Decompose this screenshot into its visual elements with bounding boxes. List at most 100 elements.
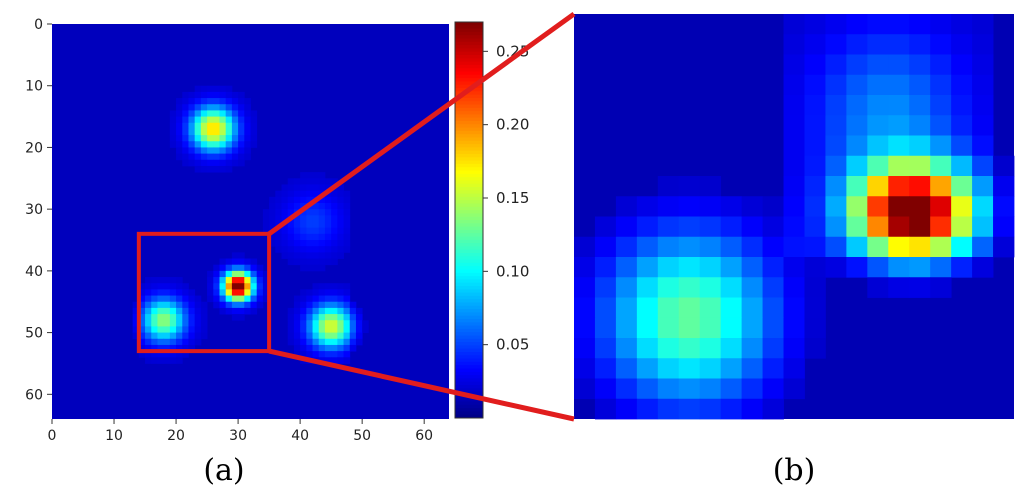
- heatmap-cell: [783, 236, 805, 258]
- heatmap-cell: [169, 116, 177, 124]
- heatmap-cell: [867, 236, 889, 258]
- heatmap-cell: [300, 221, 307, 229]
- heatmap-cell: [324, 209, 332, 216]
- heatmap-cell: [281, 202, 289, 210]
- heatmap-cell: [213, 153, 220, 161]
- heatmap-cell: [293, 215, 301, 222]
- highlight-box: [136, 231, 272, 354]
- heatmap-cell: [318, 344, 326, 352]
- heatmap-cell: [331, 209, 338, 216]
- colorbar-segment: [455, 81, 483, 86]
- heatmap-cell: [909, 216, 931, 238]
- heatmap-cell: [256, 295, 264, 303]
- colorbar-segment: [455, 187, 483, 191]
- colorbar-segment: [455, 84, 483, 89]
- heatmap-cell: [250, 277, 258, 284]
- heatmap-cell: [188, 301, 196, 309]
- heatmap-cell: [846, 155, 868, 177]
- colorbar-segment: [455, 229, 483, 234]
- heatmap-cell: [169, 344, 177, 352]
- colorbar-segment: [455, 213, 483, 218]
- colorbar-segment: [455, 170, 483, 175]
- colorbar-segment: [455, 28, 483, 33]
- heatmap-cell: [306, 172, 313, 179]
- heatmap-cell: [678, 196, 701, 217]
- heatmap-cell: [238, 104, 245, 111]
- heatmap-cell: [225, 277, 233, 284]
- heatmap-cell: [888, 176, 910, 197]
- heatmap-cell: [231, 264, 239, 272]
- heatmap-cell: [720, 378, 743, 400]
- heatmap-cell: [783, 297, 805, 319]
- heatmap-cell: [324, 326, 332, 333]
- heatmap-cell: [699, 358, 722, 379]
- colorbar-segment: [455, 114, 483, 119]
- heatmap-cell: [269, 202, 276, 210]
- heatmap-cell: [825, 74, 847, 96]
- heatmap-cell: [213, 135, 220, 142]
- heatmap-cell: [657, 338, 680, 359]
- heatmap-cell: [207, 104, 214, 111]
- heatmap-cell: [157, 338, 165, 346]
- heatmap-cell: [825, 176, 847, 197]
- heatmap-cell: [318, 301, 326, 309]
- y-tick-label: 50: [25, 326, 43, 342]
- heatmap-cell: [213, 141, 220, 148]
- heatmap-cell: [225, 295, 233, 303]
- colorbar-segment: [455, 342, 483, 346]
- heatmap-cell: [151, 344, 158, 352]
- heatmap-cell: [888, 257, 910, 278]
- heatmap-cell: [238, 283, 245, 290]
- heatmap-cell: [343, 246, 351, 253]
- heatmap-cell: [157, 344, 165, 352]
- heatmap-cell: [176, 295, 183, 303]
- heatmap-cell: [182, 122, 189, 130]
- colorbar-segment: [455, 71, 483, 76]
- heatmap-cell: [231, 116, 239, 124]
- colorbar-segment: [455, 223, 483, 228]
- heatmap-cell: [194, 98, 202, 105]
- heatmap-cell: [207, 283, 214, 290]
- heatmap-cell: [720, 338, 743, 359]
- heatmap-cell: [219, 307, 227, 315]
- heatmap-cell: [930, 54, 952, 76]
- heatmap-cell: [972, 196, 994, 217]
- heatmap-cell: [762, 398, 784, 420]
- heatmap-cell: [238, 277, 245, 284]
- heatmap-cell: [783, 34, 805, 55]
- colorbar-segment: [455, 220, 483, 224]
- heatmap-cell: [337, 283, 344, 290]
- colorbar-segment: [455, 233, 483, 237]
- heatmap-cell: [331, 246, 338, 253]
- heatmap-cell: [343, 221, 351, 229]
- heatmap-cell: [200, 153, 208, 161]
- heatmap-cell: [355, 307, 363, 315]
- heatmap-cell: [163, 357, 171, 364]
- heatmap-cell: [930, 115, 952, 136]
- heatmap-cell: [846, 34, 868, 55]
- heatmap-cell: [574, 277, 596, 298]
- heatmap-cell: [151, 277, 158, 284]
- heatmap-cell: [238, 98, 245, 105]
- heatmap-cell: [250, 264, 258, 272]
- heatmap-cell: [318, 289, 326, 296]
- heatmap-cell: [951, 115, 973, 136]
- colorbar-segment: [455, 302, 483, 307]
- heatmap-cell: [888, 277, 910, 298]
- heatmap-cell: [238, 110, 245, 117]
- heatmap-cell: [238, 141, 245, 148]
- heatmap-cell: [306, 295, 313, 303]
- heatmap-cell: [318, 338, 326, 346]
- heatmap-cell: [219, 110, 227, 117]
- heatmap-cell: [657, 277, 680, 298]
- heatmap-cell: [783, 338, 805, 359]
- heatmap-cell: [225, 283, 233, 290]
- heatmap-cell: [678, 297, 701, 319]
- heatmap-cell: [281, 209, 289, 216]
- heatmap-cell: [337, 357, 344, 364]
- heatmap-cell: [244, 110, 251, 117]
- heatmap-cell: [188, 104, 196, 111]
- heatmap-cell: [306, 344, 313, 352]
- heatmap-cell: [194, 165, 202, 173]
- colorbar-segment: [455, 236, 483, 241]
